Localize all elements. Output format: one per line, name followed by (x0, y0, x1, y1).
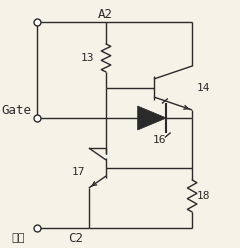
Text: 16: 16 (153, 135, 166, 145)
Text: 17: 17 (72, 167, 85, 177)
Polygon shape (138, 106, 166, 130)
Text: 14: 14 (197, 83, 210, 93)
Text: Gate: Gate (1, 103, 31, 117)
Text: A2: A2 (98, 7, 113, 21)
Text: 13: 13 (81, 53, 95, 63)
Text: 18: 18 (197, 191, 210, 201)
Text: 接地: 接地 (11, 233, 25, 243)
Text: C2: C2 (68, 231, 83, 245)
